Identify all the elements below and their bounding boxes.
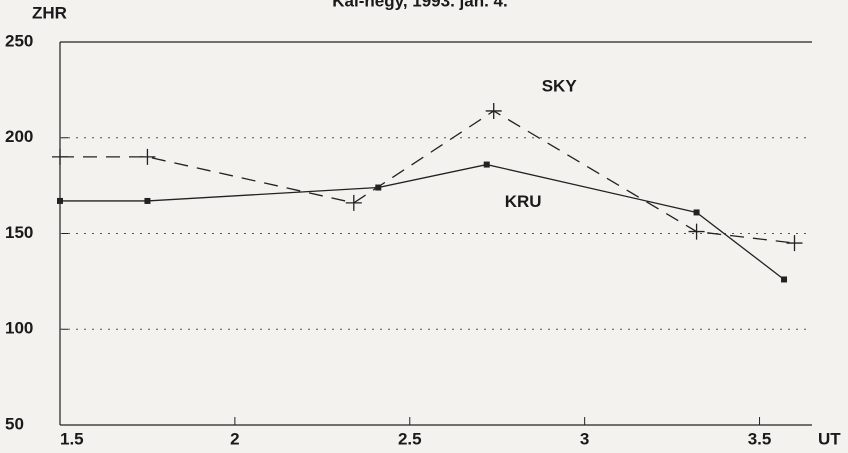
x-tick-label: 1.5 (60, 429, 84, 448)
x-axis-label: UT (818, 429, 841, 448)
point (345, 194, 362, 211)
x-tick-label: 3 (580, 429, 589, 448)
point (693, 209, 700, 216)
y-tick-label: 100 (5, 319, 33, 338)
x-tick-label: 2 (230, 429, 239, 448)
point (781, 276, 788, 283)
chart-title: Kal-hegy, 1993. jan. 4. (332, 0, 507, 10)
x-tick-label: 2.5 (398, 429, 422, 448)
point (688, 223, 705, 240)
point (139, 148, 156, 165)
point (483, 161, 490, 168)
point (485, 102, 502, 119)
point (52, 148, 68, 165)
x-tick-label: 3.5 (748, 429, 772, 448)
y-tick-label: 200 (5, 127, 33, 146)
point (786, 235, 803, 252)
y-tick-label: 150 (5, 223, 33, 242)
series-label: SKY (542, 76, 578, 95)
series-line (60, 110, 795, 244)
series-line (60, 163, 785, 280)
y-tick-label: 250 (5, 31, 33, 50)
point (144, 197, 151, 204)
series-label: KRU (505, 192, 542, 211)
y-tick-label: 50 (5, 414, 24, 433)
point (57, 197, 63, 204)
y-axis-label: ZHR (32, 3, 67, 22)
